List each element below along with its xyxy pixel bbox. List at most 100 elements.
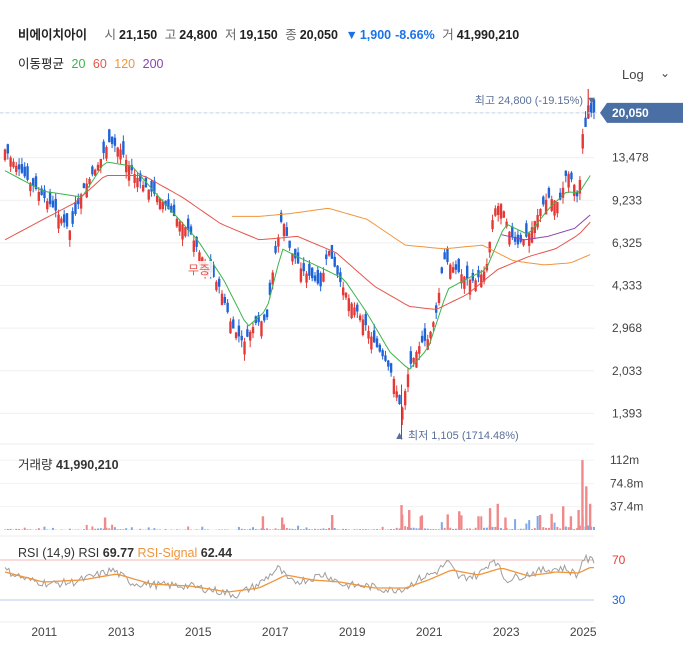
volume-bar: [500, 528, 502, 530]
candle-body: [420, 335, 424, 343]
volume-bar: [483, 527, 486, 530]
volume-bar: [392, 529, 395, 530]
candle-body: [578, 179, 582, 194]
volume-bar: [26, 529, 29, 530]
candle-body: [217, 278, 221, 287]
volume-bar: [105, 527, 108, 530]
candle-body: [398, 394, 401, 405]
stock-name: 비에이치아이: [18, 28, 88, 42]
candle-body: [110, 136, 114, 144]
ma-20[interactable]: 20: [71, 57, 86, 71]
ma-60[interactable]: 60: [92, 57, 107, 71]
candle-body: [181, 224, 184, 240]
volume-bar: [249, 528, 252, 530]
change-arrow: ▼: [345, 28, 358, 42]
candle-body: [525, 223, 528, 237]
price-tick-label: 9,233: [612, 193, 642, 207]
candle-body: [6, 144, 10, 154]
candle-body: [215, 281, 218, 291]
volume-bar: [567, 527, 570, 530]
candle-body: [57, 214, 60, 229]
volume-bar: [266, 528, 269, 530]
candle-body: [150, 180, 153, 192]
candle-body: [186, 218, 190, 230]
change-pct: -8.66%: [395, 28, 435, 42]
volume-bar: [576, 528, 579, 530]
volume-bar: [361, 529, 364, 530]
ma-legend[interactable]: 이동평균 20 60 120 200: [18, 53, 167, 72]
candle-body: [40, 188, 43, 196]
candle-body: [240, 335, 243, 341]
candle-body: [31, 178, 35, 186]
candle-body: [440, 267, 444, 274]
candle-body: [395, 391, 398, 398]
candle-body: [465, 265, 469, 279]
candle-body: [60, 218, 63, 224]
candle-body: [127, 165, 131, 181]
ma-120[interactable]: 120: [114, 57, 136, 71]
candle-body: [139, 173, 142, 182]
panel-1: [0, 444, 594, 530]
candle-body: [113, 137, 117, 146]
candle-body: [246, 329, 249, 337]
candle-body: [91, 166, 94, 175]
volume-bar: [263, 528, 266, 530]
volume-bar: [421, 515, 424, 530]
candle-body: [130, 165, 134, 171]
candle-body: [522, 239, 525, 246]
volume-bar: [125, 528, 128, 530]
volume-bar-peak: [103, 517, 107, 530]
volume-bar: [43, 526, 46, 530]
x-tick-label: 2025: [570, 625, 597, 639]
volume-bar: [6, 528, 9, 530]
candle-body: [155, 195, 159, 203]
candle-body: [341, 287, 345, 296]
candle-body: [530, 227, 534, 243]
ma-200[interactable]: 200: [142, 57, 164, 71]
volume-bar: [542, 527, 545, 530]
open-label: 시: [104, 28, 117, 42]
candle-body: [488, 242, 491, 253]
candle-body: [403, 391, 407, 406]
candle-body: [384, 355, 387, 361]
volume-bar: [308, 529, 311, 530]
candle-body: [9, 157, 12, 167]
scale-toggle-button[interactable]: Log: [622, 67, 644, 82]
volume-value: 41,990,210: [456, 28, 520, 42]
volume-bar: [257, 529, 260, 530]
volume-bar: [528, 520, 531, 530]
candle-body: [158, 198, 162, 210]
candle-body: [426, 339, 429, 350]
volume-bar: [426, 528, 429, 530]
candle-body: [570, 172, 573, 180]
volume-bar: [9, 528, 12, 530]
candle-body: [153, 180, 156, 194]
candle-body: [344, 292, 348, 298]
candle-body: [277, 237, 280, 247]
price-tick-label: 4,333: [612, 279, 642, 293]
chevron-down-icon[interactable]: ⌄: [660, 66, 671, 80]
volume-bar: [412, 527, 415, 530]
candle-body: [358, 315, 362, 321]
current-price-tag: [600, 102, 683, 123]
candle-body: [511, 226, 514, 237]
volume-bar: [260, 528, 263, 530]
volume-bar: [283, 524, 285, 530]
volume-bar: [240, 528, 243, 530]
candle-body: [3, 149, 7, 161]
candle-body: [108, 129, 111, 143]
volume-bar-peak: [581, 460, 584, 530]
candle-body: [232, 319, 235, 329]
volume-bar: [297, 525, 300, 530]
x-tick-label: 2021: [416, 625, 443, 639]
candle-body: [443, 252, 446, 260]
rsi-level-70: 70: [612, 553, 626, 567]
candle-body: [147, 189, 150, 200]
volume-bar: [429, 529, 432, 530]
volume-bar: [556, 526, 559, 530]
volume-bar: [153, 528, 156, 530]
volume-bar: [243, 529, 246, 530]
volume-bar-peak: [538, 515, 542, 530]
candle-body: [415, 352, 418, 368]
